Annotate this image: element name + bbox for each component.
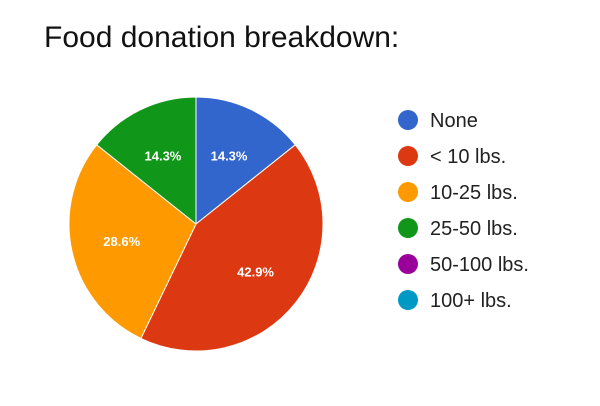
legend-swatch [398,110,418,130]
legend-label: None [430,110,478,132]
pie-slice-label-25-50-lbs: 14.3% [145,148,182,163]
legend-swatch [398,290,418,310]
legend-swatch [398,254,418,274]
pie-slices [68,96,324,352]
pie-slice-none [195,96,296,226]
legend-label: < 10 lbs. [430,146,506,168]
legend-swatch [398,218,418,238]
pie-slice-25-50-lbs [96,96,197,226]
legend-item-100plus-lbs: 100+ lbs. [398,290,512,312]
legend-label: 50-100 lbs. [430,254,529,276]
legend-label: 100+ lbs. [430,290,512,312]
pie-slice-label-none: 14.3% [211,148,248,163]
legend-label: 10-25 lbs. [430,182,518,204]
pie-slice-label-lt-10-lbs: 42.9% [237,265,274,280]
legend-item-25-50-lbs: 25-50 lbs. [398,218,518,240]
pie-slice-10-25-lbs [68,144,197,340]
chart-title: Food donation breakdown: [44,21,399,54]
legend-swatch [398,146,418,166]
pie-slice-labels: 14.3% 42.9% 28.6% 14.3% [103,148,274,279]
pie-slice-label-10-25-lbs: 28.6% [103,234,140,249]
legend-item-lt-10-lbs: < 10 lbs. [398,146,506,168]
legend-item-50-100-lbs: 50-100 lbs. [398,254,529,276]
legend-swatch [398,182,418,202]
legend-item-none: None [398,110,478,132]
legend-label: 25-50 lbs. [430,218,518,240]
legend-item-10-25-lbs: 10-25 lbs. [398,182,518,204]
legend: None < 10 lbs. 10-25 lbs. 25-50 lbs. 50-100 … [398,110,529,312]
pie-slice-lt-10-lbs [140,144,324,352]
